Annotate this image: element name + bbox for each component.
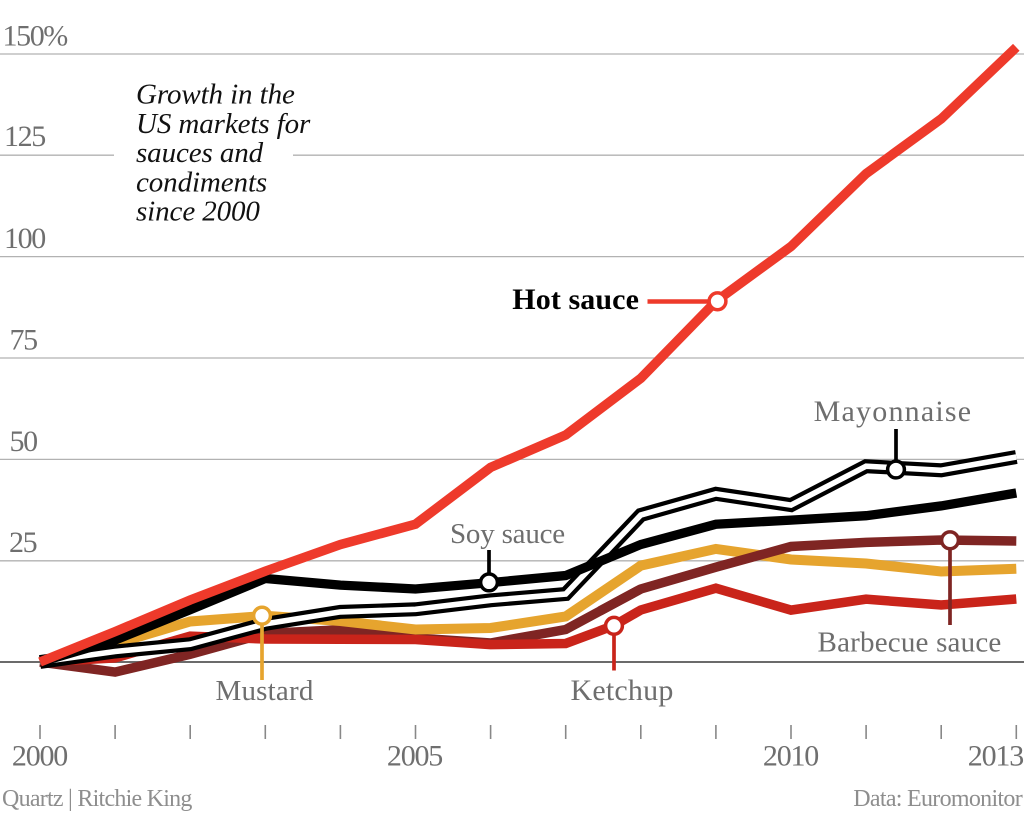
svg-text:2005: 2005 [387,740,442,773]
svg-text:100: 100 [4,222,45,255]
svg-text:Soy sauce: Soy sauce [450,518,565,550]
svg-text:Mayonnaise: Mayonnaise [814,395,973,428]
svg-text:Mustard: Mustard [215,675,313,707]
svg-text:condiments: condiments [136,167,267,199]
svg-text:50: 50 [10,425,38,458]
svg-text:125: 125 [4,120,45,153]
svg-text:150%: 150% [3,20,68,53]
svg-text:2000: 2000 [12,740,67,773]
svg-text:US markets for: US markets for [136,108,311,140]
svg-text:Growth in the: Growth in the [136,79,295,111]
svg-text:Ketchup: Ketchup [570,674,673,707]
svg-text:2013: 2013 [968,740,1023,773]
svg-text:25: 25 [9,526,37,559]
svg-text:75: 75 [10,324,38,357]
svg-text:2010: 2010 [763,740,818,773]
svg-text:sauces and: sauces and [136,137,264,169]
svg-text:Barbecue sauce: Barbecue sauce [818,627,1002,659]
svg-text:since 2000: since 2000 [136,196,260,228]
svg-text:Hot sauce: Hot sauce [512,283,639,316]
svg-text:Quartz | Ritchie King: Quartz | Ritchie King [2,786,192,812]
svg-text:Data: Euromonitor: Data: Euromonitor [853,786,1022,812]
